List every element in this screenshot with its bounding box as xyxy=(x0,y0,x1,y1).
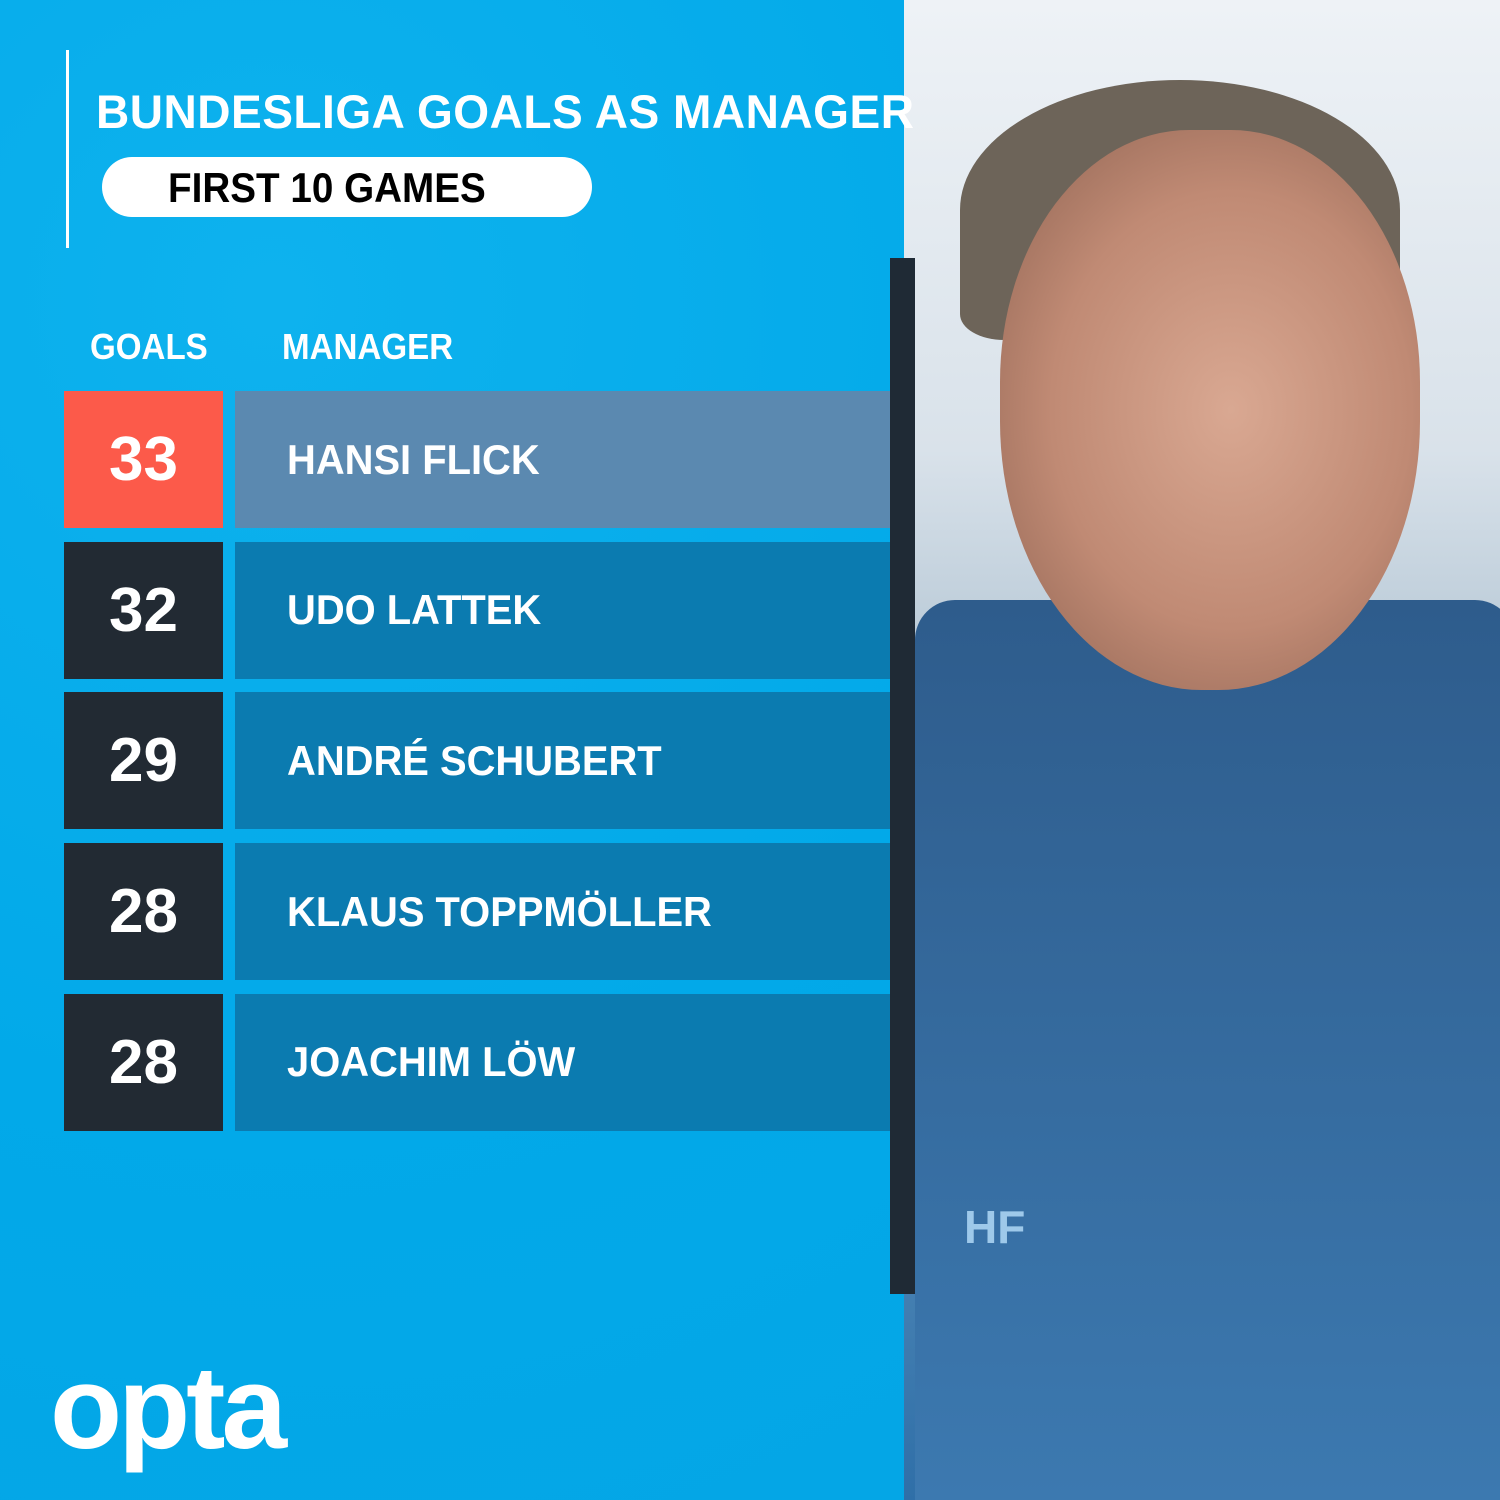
manager-name: KLAUS TOPPMÖLLER xyxy=(287,887,712,935)
manager-name: HANSI FLICK xyxy=(287,435,540,483)
chart-subtitle: FIRST 10 GAMES xyxy=(168,164,486,211)
manager-name-row: HANSI FLICK xyxy=(235,391,890,528)
goal-value: 32 xyxy=(64,541,223,679)
jacket-initials: HF xyxy=(964,1201,1026,1253)
opta-logo: opta xyxy=(50,1342,287,1474)
divider-bar xyxy=(890,258,915,1294)
goal-value: 33 xyxy=(64,391,223,528)
manager-name: ANDRÉ SCHUBERT xyxy=(287,736,662,784)
manager-name: UDO LATTEK xyxy=(287,586,542,634)
photo-head xyxy=(1000,130,1420,690)
manager-photo: HF xyxy=(904,0,1500,1500)
chart-title: BUNDESLIGA GOALS AS MANAGER xyxy=(96,85,915,138)
goal-value: 29 xyxy=(64,692,223,830)
title-accent-line xyxy=(66,50,69,248)
manager-name-row: UDO LATTEK xyxy=(235,541,890,679)
column-header-goals: GOALS xyxy=(90,326,208,367)
photo-jacket xyxy=(915,600,1500,1500)
column-header-manager: MANAGER xyxy=(282,326,454,367)
manager-name-row: ANDRÉ SCHUBERT xyxy=(235,692,890,830)
manager-name-row: JOACHIM LÖW xyxy=(235,993,890,1131)
subtitle-pill xyxy=(102,157,592,217)
goal-value: 28 xyxy=(64,843,223,981)
goal-value: 28 xyxy=(64,993,223,1131)
manager-name: JOACHIM LÖW xyxy=(287,1038,576,1086)
manager-name-row: KLAUS TOPPMÖLLER xyxy=(235,843,890,981)
